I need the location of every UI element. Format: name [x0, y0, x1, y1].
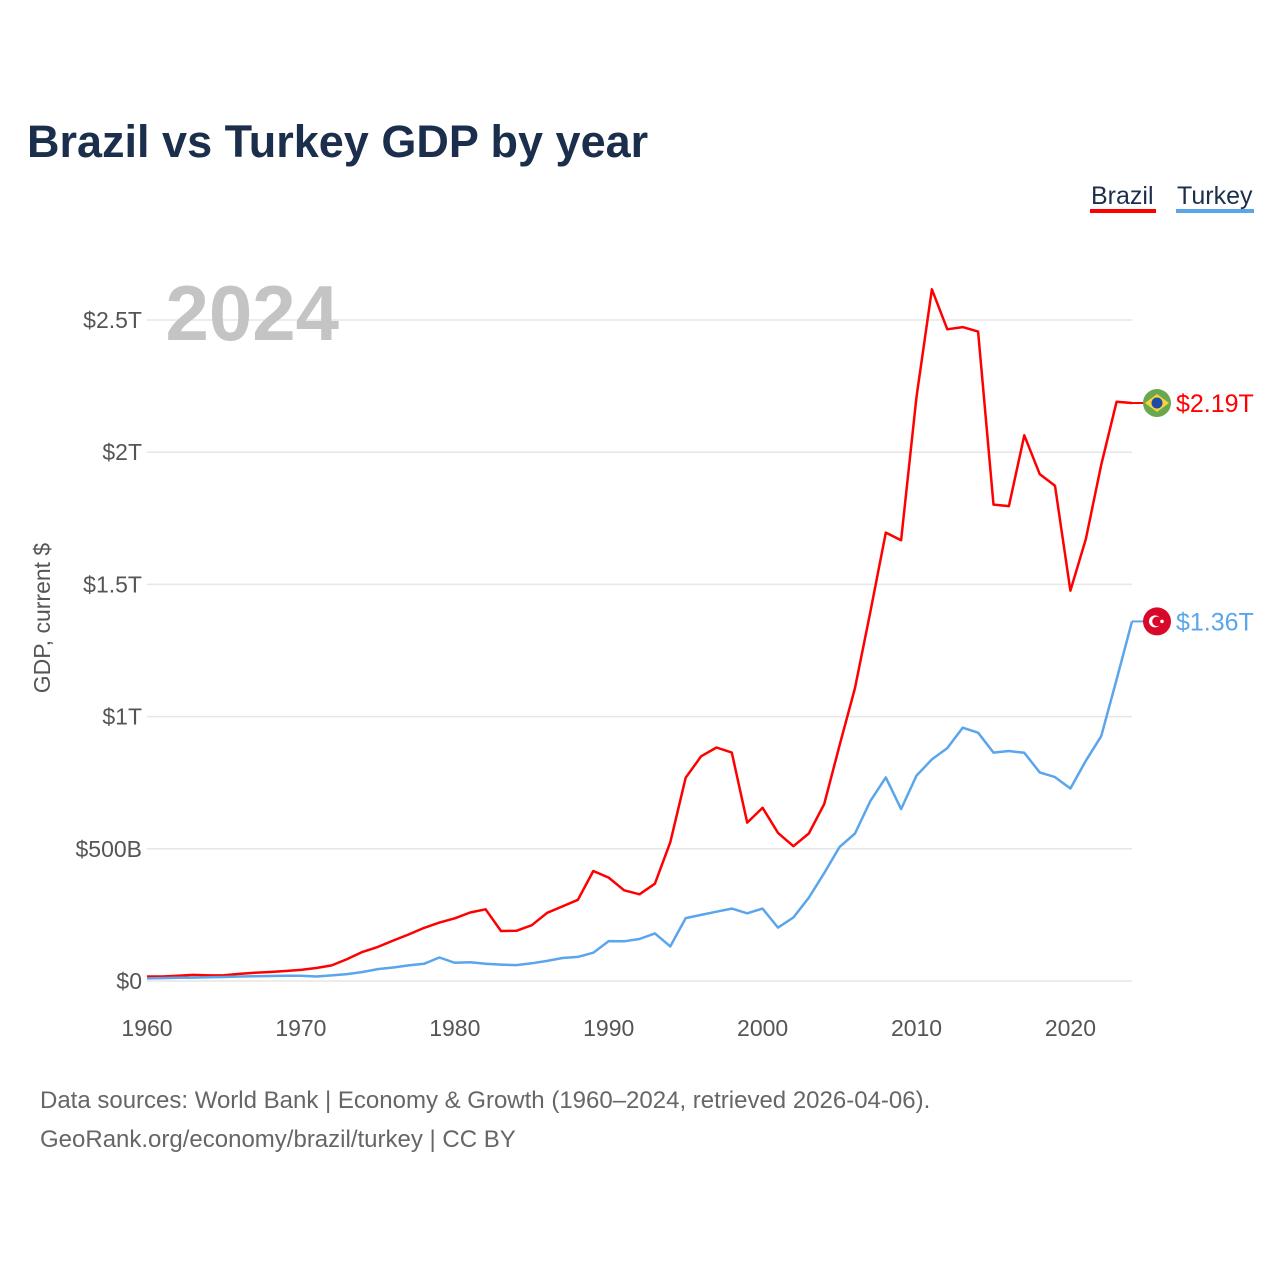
x-tick-label: 1970 — [275, 1015, 326, 1041]
x-tick-label: 1990 — [583, 1015, 634, 1041]
series-line-turkey — [146, 621, 1134, 980]
series-end-labels: $2.19T $1.36T — [1132, 389, 1254, 636]
series-lines — [146, 288, 1134, 980]
y-tick-label: $0 — [116, 968, 142, 994]
legend-item-turkey[interactable]: Turkey — [1177, 182, 1253, 210]
legend-item-brazil[interactable]: Brazil — [1091, 182, 1154, 210]
y-tick-label: $1T — [102, 704, 142, 730]
y-tick-label: $1.5T — [83, 571, 142, 597]
x-tick-label: 2000 — [737, 1015, 788, 1041]
x-tick-label: 2010 — [891, 1015, 942, 1041]
turkey-flag-icon — [1143, 607, 1171, 636]
legend-swatch-brazil — [1090, 209, 1156, 213]
y-tick-label: $2.5T — [83, 307, 142, 333]
footer-link[interactable]: GeoRank.org/economy/brazil/turkey | CC B… — [40, 1126, 516, 1153]
x-tick-label: 2020 — [1045, 1015, 1096, 1041]
legend: Brazil Turkey — [1090, 182, 1254, 213]
x-axis-ticks: 1960 1970 1980 1990 2000 2010 2020 — [121, 1015, 1096, 1041]
footer-sources: Data sources: World Bank | Economy & Gro… — [40, 1087, 930, 1114]
end-label-brazil: $2.19T — [1176, 390, 1254, 418]
end-label-turkey: $1.36T — [1176, 608, 1254, 636]
brazil-flag-icon — [1143, 389, 1171, 418]
x-tick-label: 1960 — [121, 1015, 172, 1041]
gridlines — [147, 319, 1132, 982]
legend-swatch-turkey — [1176, 209, 1254, 213]
chart-title: Brazil vs Turkey GDP by year — [27, 116, 648, 167]
y-tick-label: $2T — [102, 439, 142, 465]
y-axis-ticks: $0 $500B $1T $1.5T $2T $2.5T — [75, 307, 142, 994]
x-tick-label: 1980 — [429, 1015, 480, 1041]
year-watermark: 2024 — [165, 269, 339, 357]
series-line-brazil — [147, 288, 1133, 978]
y-axis-label: GDP, current $ — [29, 543, 55, 694]
y-tick-label: $500B — [75, 836, 142, 862]
